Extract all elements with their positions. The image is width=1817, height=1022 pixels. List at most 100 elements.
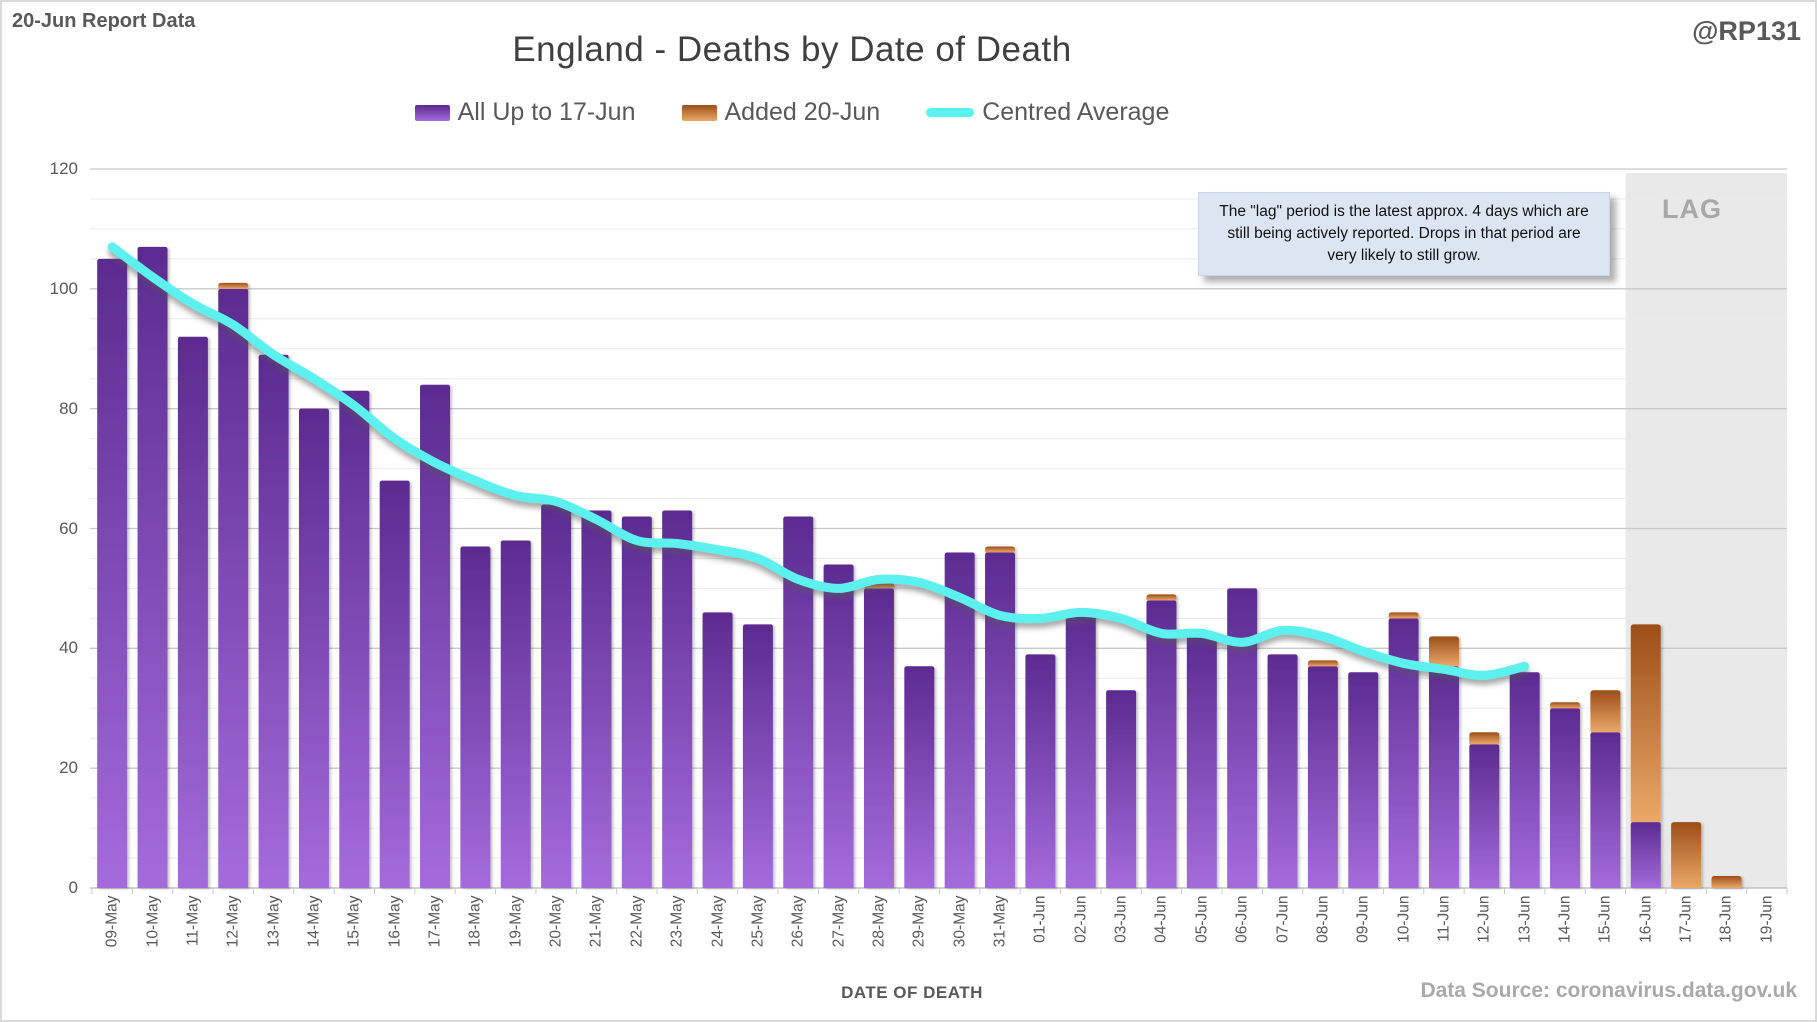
x-axis-label-17-Jun: 17-Jun bbox=[1677, 895, 1695, 943]
x-axis-label-19-Jun: 19-Jun bbox=[1758, 895, 1776, 943]
bar-purple-14-Jun bbox=[1550, 708, 1581, 888]
bar-orange-31-May bbox=[985, 546, 1016, 553]
lag-region-label: LAG bbox=[1662, 194, 1722, 224]
bar-purple-07-Jun bbox=[1267, 654, 1298, 888]
x-axis-label-16-May: 16-May bbox=[386, 895, 404, 948]
bar-orange-08-Jun bbox=[1307, 660, 1338, 667]
report-label: 20-Jun Report Data bbox=[12, 10, 196, 32]
x-axis-label-09-Jun: 09-Jun bbox=[1354, 895, 1372, 943]
legend-item-added: Added 20-Jun bbox=[681, 98, 881, 127]
bar-purple-20-May bbox=[541, 504, 572, 888]
x-axis-label-22-May: 22-May bbox=[628, 895, 646, 948]
bar-orange-11-Jun bbox=[1428, 636, 1459, 667]
cyan-line-swatch-icon bbox=[926, 108, 975, 117]
bar-purple-23-May bbox=[662, 510, 693, 888]
x-axis-label-24-May: 24-May bbox=[709, 895, 727, 948]
legend-item-all-up-to: All Up to 17-Jun bbox=[414, 98, 636, 127]
x-axis-label-18-Jun: 18-Jun bbox=[1717, 895, 1735, 943]
y-axis-label-0: 0 bbox=[68, 878, 78, 897]
y-axis-label-120: 120 bbox=[49, 159, 78, 178]
bar-purple-22-May bbox=[621, 516, 652, 888]
x-axis-label-15-May: 15-May bbox=[345, 895, 363, 948]
x-axis-label-09-May: 09-May bbox=[103, 895, 121, 948]
x-axis-label-11-Jun: 11-Jun bbox=[1435, 895, 1453, 942]
x-axis-label-01-Jun: 01-Jun bbox=[1031, 895, 1049, 943]
bar-orange-15-Jun bbox=[1590, 690, 1621, 733]
bar-purple-11-Jun bbox=[1428, 666, 1459, 888]
bar-purple-09-May bbox=[97, 258, 128, 888]
legend: All Up to 17-Jun Added 20-Jun Centred Av… bbox=[2, 98, 1582, 127]
bar-purple-16-Jun bbox=[1630, 822, 1661, 888]
bar-orange-10-Jun bbox=[1388, 612, 1419, 619]
bar-orange-17-Jun bbox=[1671, 822, 1702, 888]
bar-purple-16-May bbox=[379, 480, 410, 888]
y-axis-label-100: 100 bbox=[49, 278, 78, 298]
y-axis-label-80: 80 bbox=[59, 398, 78, 418]
bar-orange-12-May bbox=[218, 282, 249, 289]
bar-purple-02-Jun bbox=[1065, 612, 1096, 888]
x-axis-label-11-May: 11-May bbox=[184, 895, 202, 947]
data-source-label: Data Source: coronavirus.data.gov.uk bbox=[1420, 979, 1797, 1002]
bar-purple-19-May bbox=[500, 540, 531, 888]
x-axis-label-17-May: 17-May bbox=[426, 895, 444, 948]
bar-purple-11-May bbox=[177, 336, 208, 888]
legend-label: Centred Average bbox=[982, 98, 1170, 126]
centred-average-line bbox=[107, 242, 1530, 680]
x-axis-label-14-Jun: 14-Jun bbox=[1556, 895, 1574, 943]
bar-purple-01-Jun bbox=[1025, 654, 1056, 888]
x-axis-label-13-May: 13-May bbox=[265, 895, 283, 948]
bar-orange-14-Jun bbox=[1550, 702, 1581, 709]
bar-purple-24-May bbox=[702, 612, 733, 888]
x-axis-label-21-May: 21-May bbox=[587, 895, 605, 948]
bar-purple-14-May bbox=[298, 408, 329, 888]
x-axis-label-29-May: 29-May bbox=[910, 895, 928, 948]
x-axis-label-15-Jun: 15-Jun bbox=[1596, 895, 1614, 943]
x-axis-label-10-May: 10-May bbox=[144, 895, 162, 948]
x-axis-label-05-Jun: 05-Jun bbox=[1193, 895, 1211, 943]
bar-purple-28-May bbox=[863, 588, 894, 888]
x-axis-label-12-Jun: 12-Jun bbox=[1475, 895, 1493, 943]
bar-purple-15-May bbox=[339, 390, 370, 888]
lag-annotation-box: The "lag" period is the latest approx. 4… bbox=[1198, 192, 1610, 276]
x-axis-label-10-Jun: 10-Jun bbox=[1395, 895, 1413, 943]
bar-purple-29-May bbox=[904, 666, 935, 888]
x-axis-label-31-May: 31-May bbox=[991, 895, 1009, 948]
bar-purple-30-May bbox=[944, 552, 975, 888]
x-axis-label-18-May: 18-May bbox=[466, 895, 484, 948]
bar-orange-04-Jun bbox=[1146, 594, 1177, 601]
bar-purple-05-Jun bbox=[1186, 636, 1217, 888]
bar-purple-15-Jun bbox=[1590, 732, 1621, 888]
bar-purple-13-May bbox=[258, 354, 289, 888]
bar-orange-12-Jun bbox=[1469, 732, 1500, 745]
y-axis-label-40: 40 bbox=[59, 638, 78, 658]
bar-orange-18-Jun bbox=[1711, 876, 1742, 888]
x-axis-label-26-May: 26-May bbox=[789, 895, 807, 948]
x-axis-label-27-May: 27-May bbox=[830, 895, 848, 948]
bar-purple-13-Jun bbox=[1509, 672, 1540, 888]
bar-purple-03-Jun bbox=[1106, 690, 1137, 888]
bar-purple-10-May bbox=[137, 246, 168, 888]
bar-orange-16-Jun bbox=[1630, 624, 1661, 823]
x-axis-label-30-May: 30-May bbox=[951, 895, 969, 948]
x-axis-label-20-May: 20-May bbox=[547, 895, 565, 948]
bar-purple-06-Jun bbox=[1227, 588, 1258, 888]
x-axis-label-06-Jun: 06-Jun bbox=[1233, 895, 1251, 943]
x-axis-label-14-May: 14-May bbox=[305, 895, 323, 948]
bar-purple-17-May bbox=[420, 384, 451, 888]
bar-purple-18-May bbox=[460, 546, 491, 888]
x-axis-label-19-May: 19-May bbox=[507, 895, 525, 948]
legend-label: Added 20-Jun bbox=[724, 98, 881, 126]
bar-purple-31-May bbox=[985, 552, 1016, 888]
bar-purple-25-May bbox=[742, 624, 773, 888]
legend-item-centred-average: Centred Average bbox=[926, 98, 1169, 127]
purple-swatch-icon bbox=[414, 104, 450, 121]
legend-label: All Up to 17-Jun bbox=[457, 98, 636, 126]
x-axis-label-28-May: 28-May bbox=[870, 895, 888, 948]
bar-purple-27-May bbox=[823, 564, 854, 888]
author-handle: @RP131 bbox=[1692, 16, 1801, 46]
bar-purple-21-May bbox=[581, 510, 612, 888]
x-axis-label-07-Jun: 07-Jun bbox=[1274, 895, 1292, 943]
bar-purple-26-May bbox=[783, 516, 814, 888]
